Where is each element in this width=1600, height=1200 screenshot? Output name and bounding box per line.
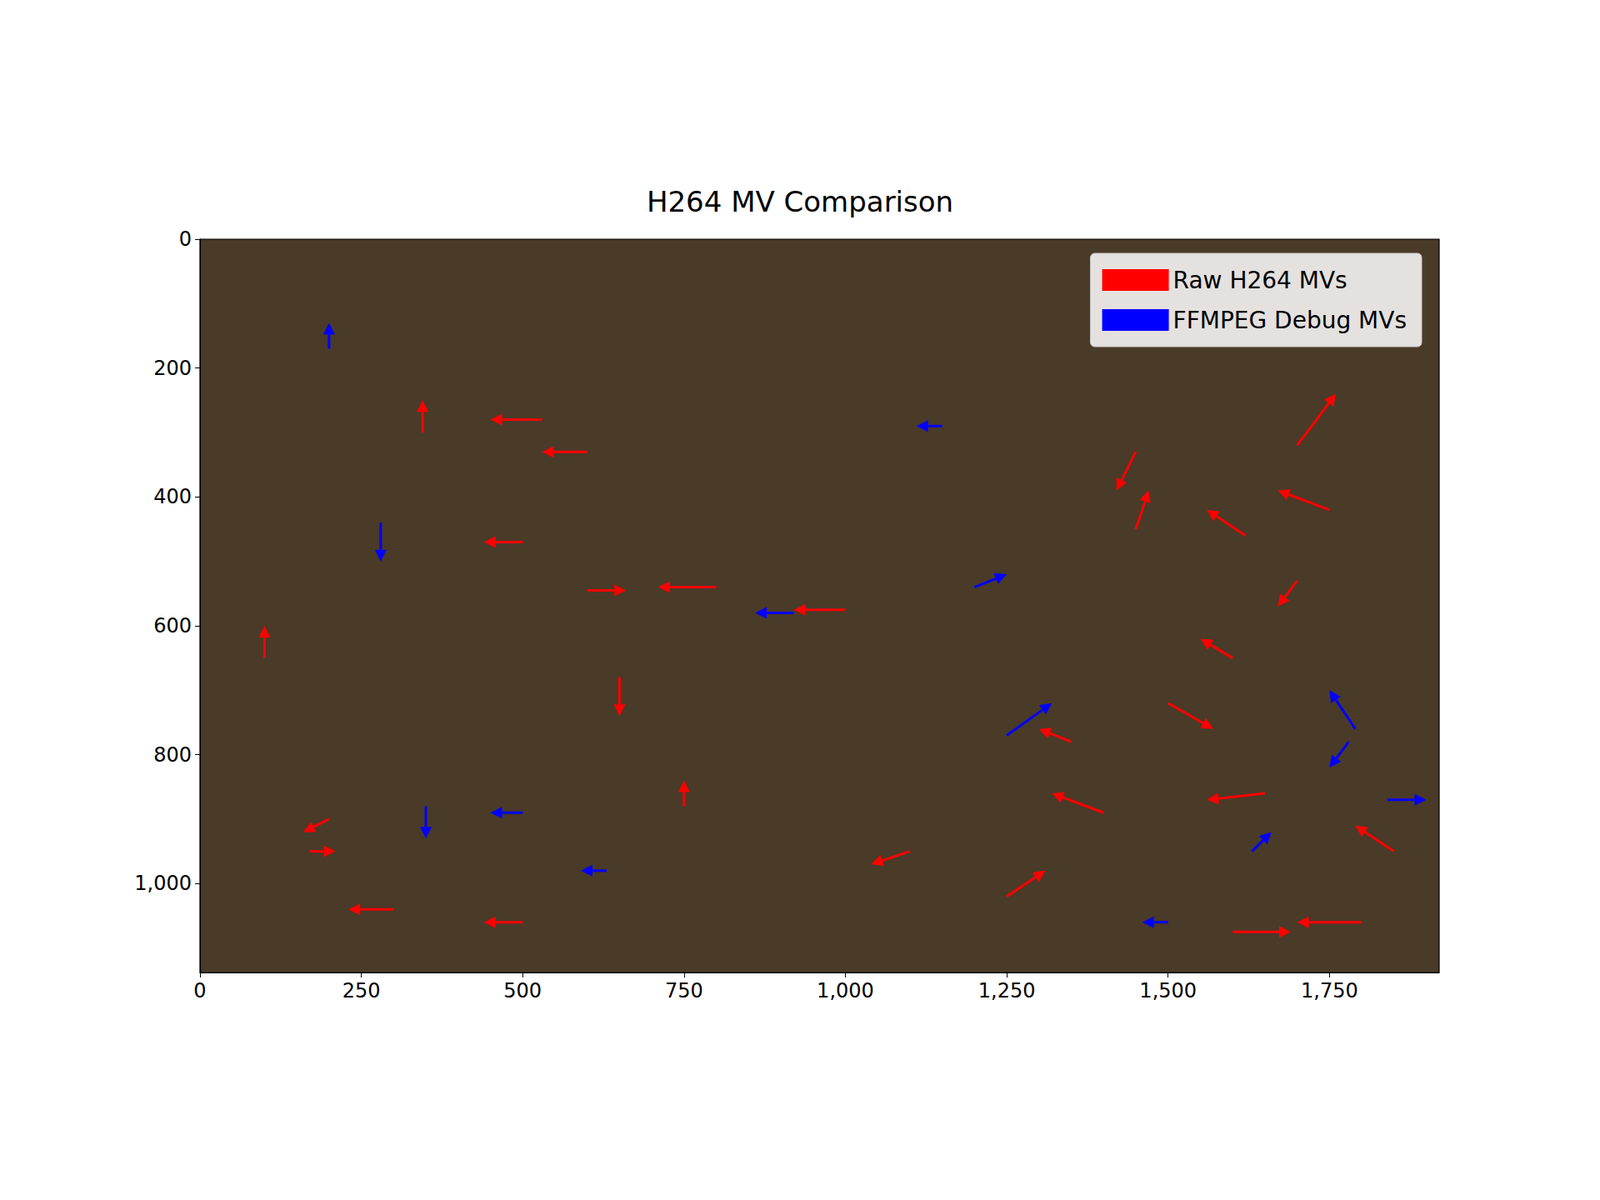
svg-text:1,500: 1,500 — [1139, 979, 1197, 1003]
svg-text:800: 800 — [153, 743, 192, 767]
svg-text:600: 600 — [153, 614, 192, 638]
svg-text:200: 200 — [153, 356, 192, 380]
svg-text:1,750: 1,750 — [1300, 979, 1359, 1003]
svg-text:500: 500 — [503, 979, 542, 1003]
svg-text:750: 750 — [665, 979, 704, 1003]
svg-text:FFMPEG Debug MVs: FFMPEG Debug MVs — [1173, 306, 1407, 335]
svg-text:H264 MV Comparison: H264 MV Comparison — [646, 185, 954, 219]
svg-text:1,000: 1,000 — [816, 979, 875, 1003]
svg-text:250: 250 — [342, 979, 381, 1003]
svg-text:1,000: 1,000 — [134, 871, 192, 895]
svg-text:400: 400 — [153, 485, 192, 509]
svg-text:1,250: 1,250 — [978, 979, 1036, 1003]
svg-text:0: 0 — [193, 979, 206, 1003]
svg-text:Raw H264 MVs: Raw H264 MVs — [1173, 266, 1348, 295]
svg-text:0: 0 — [179, 227, 192, 251]
